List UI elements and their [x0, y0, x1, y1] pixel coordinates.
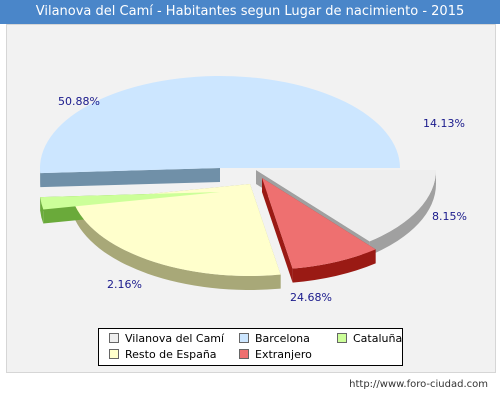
- pie-slice-resto-de-espa-a: [73, 184, 281, 276]
- legend-label: Extranjero: [255, 348, 312, 361]
- legend-swatch: [337, 333, 347, 343]
- legend-item: Resto de España: [109, 348, 217, 362]
- legend-swatch: [109, 333, 119, 343]
- legend-label: Barcelona: [255, 332, 310, 345]
- pie-slice-barcelona: [40, 76, 401, 174]
- pie-slice-extranjero: [262, 178, 376, 269]
- pie-slice-vilanova-del-cam-: [256, 170, 436, 242]
- legend-label: Resto de España: [125, 348, 217, 361]
- legend-item: Extranjero: [239, 348, 312, 362]
- legend-label: Cataluña: [353, 332, 403, 345]
- legend-item: Vilanova del Camí: [109, 332, 224, 346]
- legend: Vilanova del Camí Barcelona Cataluña Resto …: [98, 328, 403, 366]
- legend-swatch: [239, 349, 249, 359]
- slice-percent-label: 2.16%: [107, 278, 142, 291]
- pie-slice-side: [292, 249, 376, 283]
- legend-swatch: [109, 349, 119, 359]
- legend-item: Barcelona: [239, 332, 310, 346]
- slice-percent-label: 50.88%: [58, 95, 100, 108]
- legend-item: Cataluña: [337, 332, 402, 346]
- pie-slice-side: [369, 170, 436, 256]
- slice-percent-label: 8.15%: [432, 210, 467, 223]
- slice-percent-label: 24.68%: [290, 291, 332, 304]
- legend-swatch: [239, 333, 249, 343]
- source-credit: http://www.foro-ciudad.com: [349, 379, 488, 390]
- pie-slice-wall: [262, 178, 293, 283]
- legend-label: Vilanova del Camí: [125, 332, 225, 345]
- chart-title: Vilanova del Camí - Habitantes segun Lug…: [0, 0, 500, 24]
- pie-slice-catalu-a: [40, 192, 220, 210]
- pie-tops: [40, 76, 436, 276]
- pie-slice-side: [73, 201, 281, 290]
- pie-slice-wall: [40, 168, 220, 188]
- slice-percent-label: 14.13%: [423, 117, 465, 130]
